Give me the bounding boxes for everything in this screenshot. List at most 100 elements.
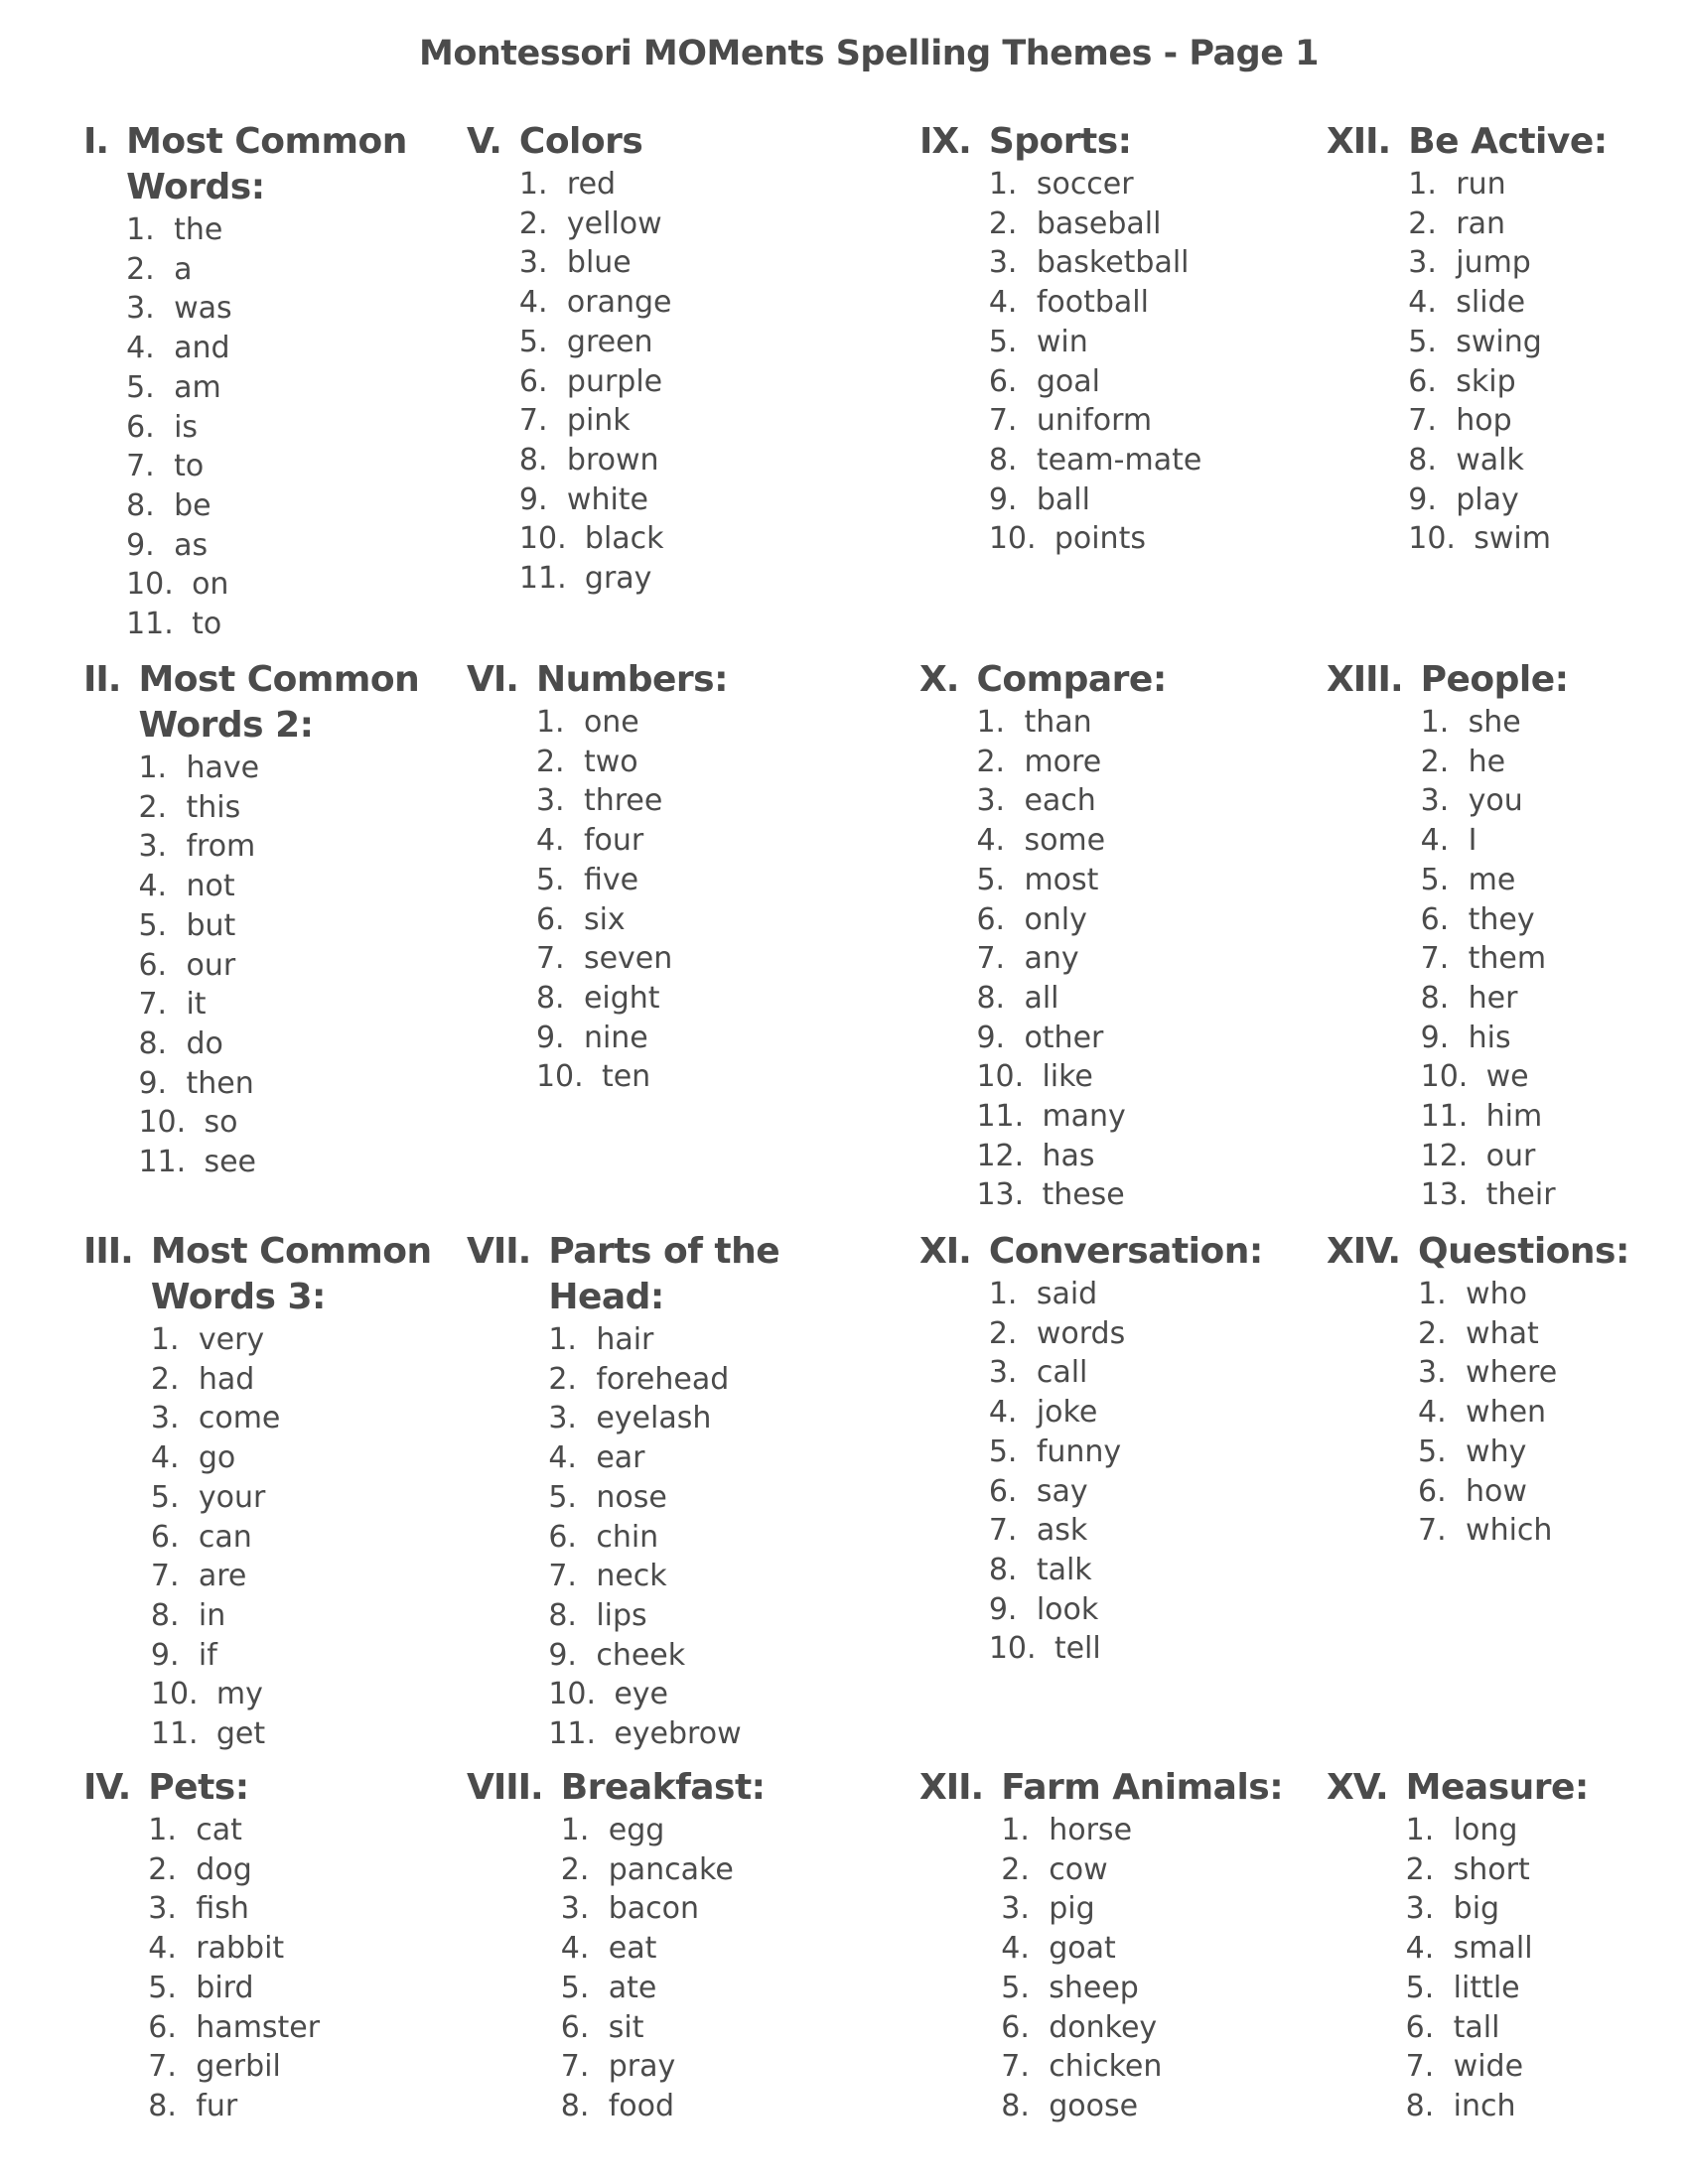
- item-word: words: [1036, 1315, 1126, 1351]
- item-number: 6.: [150, 1519, 180, 1555]
- word-item: 5. five: [536, 861, 728, 900]
- item-word: my: [215, 1677, 263, 1712]
- item-number: 3.: [988, 1355, 1018, 1391]
- item-word: as: [174, 527, 209, 563]
- item-number: 5.: [1408, 324, 1437, 359]
- item-number: 6.: [1001, 2009, 1030, 2045]
- word-item: 7. which: [1418, 1511, 1629, 1551]
- word-item: 2. this: [138, 788, 426, 828]
- word-item: 10. on: [126, 565, 414, 605]
- item-number: 10.: [150, 1677, 199, 1712]
- item-number: 3.: [560, 1891, 590, 1927]
- word-item: 11. see: [138, 1143, 426, 1182]
- item-word: they: [1468, 901, 1535, 937]
- item-word: other: [1024, 1020, 1104, 1055]
- word-item: 1. run: [1408, 165, 1607, 205]
- word-item: 6. donkey: [1001, 2008, 1283, 2048]
- item-word: tall: [1453, 2009, 1500, 2045]
- item-number: 4.: [976, 823, 1006, 859]
- item-number: 11.: [1420, 1099, 1469, 1135]
- item-number: 4.: [988, 285, 1018, 321]
- word-item: 4. I: [1421, 821, 1569, 861]
- section-title: Farm Animals:: [1001, 1767, 1284, 1808]
- item-word: football: [1036, 285, 1149, 321]
- item-word: food: [608, 2088, 675, 2123]
- section-numeral: X.: [919, 659, 959, 700]
- item-number: 6.: [988, 1473, 1018, 1509]
- item-word: ate: [608, 1970, 657, 2005]
- item-word: eyelash: [596, 1401, 712, 1436]
- item-word: why: [1466, 1433, 1527, 1469]
- word-item: 9. ball: [989, 480, 1201, 520]
- word-item: 9. white: [519, 480, 672, 520]
- item-word: fish: [196, 1891, 249, 1927]
- item-word: six: [583, 901, 626, 937]
- word-item: 4. eat: [561, 1929, 766, 1969]
- item-number: 3.: [988, 245, 1018, 281]
- item-word: am: [174, 369, 221, 405]
- theme-section: VII. Parts of the Head: 1. hair 2. forehead 3.…: [467, 1229, 836, 1754]
- theme-section: III. Most Common Words 3: 1. very 2. had 3. com…: [83, 1229, 439, 1754]
- item-word: cat: [196, 1813, 242, 1847]
- word-item: 11. gray: [519, 559, 672, 599]
- word-item: 3. each: [976, 781, 1166, 821]
- item-number: 3.: [976, 783, 1006, 819]
- item-number: 2.: [126, 251, 155, 287]
- item-word: look: [1036, 1591, 1099, 1627]
- word-item: 3. eyelash: [548, 1399, 836, 1438]
- word-item: 4. four: [536, 821, 728, 861]
- item-number: 7.: [1405, 2049, 1435, 2085]
- item-number: 8.: [988, 442, 1018, 478]
- item-word: nine: [583, 1020, 648, 1055]
- word-item: 11. to: [126, 605, 414, 644]
- word-item: 3. come: [151, 1399, 439, 1438]
- word-item: 13. these: [976, 1175, 1166, 1215]
- section-numeral: XIII.: [1327, 659, 1404, 700]
- theme-section: IX. Sports: 1. soccer 2. baseball 3. basketball…: [919, 119, 1201, 559]
- item-number: 2.: [535, 744, 565, 779]
- word-item: 6. purple: [519, 362, 672, 402]
- word-item: 2. short: [1406, 1850, 1589, 1890]
- item-number: 10.: [138, 1105, 187, 1141]
- item-word: our: [186, 947, 236, 983]
- item-number: 6.: [518, 363, 548, 399]
- item-word: baseball: [1036, 205, 1162, 241]
- item-word: goal: [1036, 363, 1100, 399]
- item-word: hop: [1456, 403, 1512, 439]
- item-number: 5.: [988, 324, 1018, 359]
- item-number: 1.: [560, 1813, 590, 1847]
- item-word: any: [1024, 941, 1079, 977]
- word-item: 8. eight: [536, 979, 728, 1019]
- item-word: tell: [1054, 1631, 1101, 1667]
- item-word: you: [1468, 783, 1523, 819]
- word-item: 3. big: [1406, 1889, 1589, 1929]
- theme-section: I. Most Common Words: 1. the 2. a 3. was 4. and 5.…: [83, 119, 414, 644]
- item-number: 5.: [150, 1479, 180, 1515]
- word-item: 10. we: [1421, 1057, 1569, 1097]
- item-number: 9.: [988, 481, 1018, 517]
- word-item: 10. my: [151, 1675, 439, 1714]
- theme-section: XIV. Questions: 1. who 2. what 3. where 4. when 5.…: [1327, 1229, 1629, 1551]
- item-number: 3.: [518, 245, 548, 281]
- item-word: goose: [1049, 2088, 1139, 2123]
- word-list: 1. run 2. ran 3. jump 4. slide 5. swing 6. skip 7. ho…: [1408, 165, 1607, 559]
- word-item: 7. any: [976, 939, 1166, 979]
- item-word: has: [1042, 1138, 1095, 1173]
- word-item: 9. look: [989, 1590, 1263, 1630]
- item-number: 1.: [1420, 705, 1450, 740]
- item-number: 4.: [548, 1440, 577, 1476]
- item-number: 6.: [548, 1519, 577, 1555]
- item-number: 3.: [148, 1891, 177, 1927]
- item-word: ask: [1036, 1513, 1088, 1549]
- word-list: 1. have 2. this 3. from 4. not 5. but 6. our 7. it 8. d…: [138, 749, 426, 1182]
- item-word: three: [583, 783, 663, 819]
- item-number: 11.: [548, 1716, 597, 1752]
- word-item: 9. if: [151, 1636, 439, 1676]
- item-number: 6.: [1420, 901, 1450, 937]
- item-word: to: [174, 449, 205, 484]
- item-number: 6.: [535, 901, 565, 937]
- word-item: 4. goat: [1001, 1929, 1283, 1969]
- item-word: play: [1456, 481, 1519, 517]
- item-number: 9.: [988, 1591, 1018, 1627]
- section-numeral: I.: [83, 121, 109, 162]
